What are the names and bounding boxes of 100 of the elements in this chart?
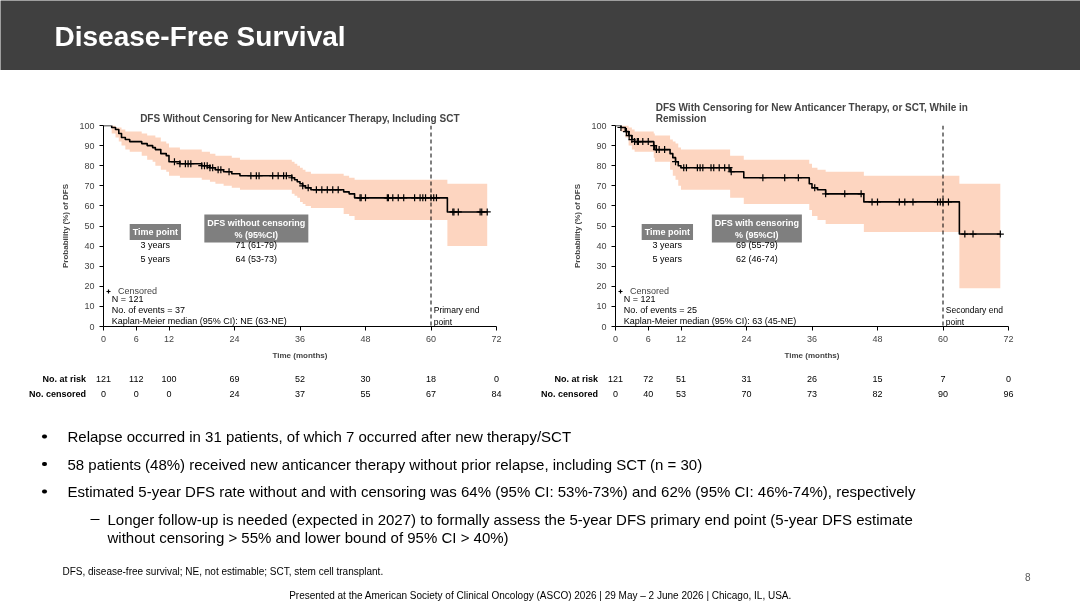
x-tick-label: 0 [613,333,619,344]
y-tick-label: 10 [596,301,607,312]
x-tick-label: 0 [101,333,107,344]
text: 0 [613,388,619,399]
y-tick-label: 100 [591,120,607,131]
text: 7 [940,373,946,384]
annotation: DFS without censoring % (95%CI) [207,217,306,240]
y-tick-label: 20 [84,281,95,292]
x-tick-label: 60 [425,333,437,344]
annotation: N = 121 [623,294,656,305]
y-tick-label: 100 [79,120,95,131]
annotation: 5 years [140,254,171,265]
text: 55 [360,388,371,399]
text: Longer follow-up is needed (expected in 2027) to formally assess the 5-year DFS primary end point (5-year DFS estimate without censoring > 55% and lower bound of 95% CI > 40%) [106,511,913,546]
annotation: 3 years [652,240,683,251]
x-tick-label: 60 [937,333,949,344]
text: 15 [872,373,883,384]
y-tick-label: 0 [89,321,95,332]
y-tick-label: 20 [596,281,607,292]
y-tick-label: 70 [84,180,95,191]
x-tick-label: 6 [133,333,139,344]
y-tick-label: 70 [596,180,607,191]
text: 53 [675,388,687,399]
text: 70 [741,388,752,399]
text: 58 patients (48%) received new anticancer therapy without prior relapse, including SCT (n = 30) [67,455,703,473]
text: Presented at the American Society of Clinical Oncology (ASCO) 2026 | 29 May – 2 June 2026 | Chicago, IL, USA. [289,590,792,601]
y-tick-label: 30 [596,261,607,272]
x-axis-title: Time (months) [272,350,328,360]
text: 67 [425,388,437,399]
text: 0 [1006,373,1012,384]
annotation: N = 121 [111,294,144,305]
text: 0 [133,388,139,399]
text: DFS, disease-free survival; NE, not estimable; SCT, stem cell transplant. [62,566,384,577]
annotation: Kaplan-Meier median (95% CI): NE (63-NE) [111,316,287,327]
annotation: 3 years [140,240,171,251]
y-tick-label: 50 [596,221,607,231]
annotation: 71 (61-79) [235,240,278,251]
ref-line-label: Secondary end point [945,305,1004,328]
x-tick-label: 72 [1003,333,1014,344]
annotation: Time point [644,227,691,238]
x-axis-title: Time (months) [784,350,840,360]
text: 69 [229,373,240,384]
text: 84 [491,388,502,399]
text: 30 [360,373,371,384]
annotation: Kaplan-Meier median (95% CI): 63 (45-NE) [623,316,797,327]
text: 0 [166,388,172,399]
annotation: DFS with censoring % (95%CI) [714,217,799,240]
chart-title: DFS Without Censoring for New Anticancer Therapy, Including SCT [140,112,460,124]
x-tick-label: 24 [741,333,752,344]
text: 73 [806,388,818,399]
text: 82 [872,388,883,399]
y-tick-label: 0 [601,321,607,332]
text: No. at risk [42,373,88,384]
y-tick-label: 60 [84,200,95,211]
text: 0 [494,373,500,384]
y-tick-label: 90 [84,140,95,151]
y-tick-label: 40 [596,241,607,252]
y-tick-label: 30 [84,261,95,272]
legend-label: Censored [630,286,670,296]
text: No. at risk [554,373,600,384]
x-tick-label: 36 [294,333,306,344]
text: 26 [806,373,818,384]
y-tick-label: 60 [596,200,607,211]
annotation: Time point [132,227,179,238]
x-tick-label: 24 [229,333,240,344]
annotation: 69 (55-79) [736,240,778,251]
annotation: No. of events = 25 [623,305,697,316]
y-tick-label: 50 [84,221,95,231]
text: 0 [101,388,107,399]
y-axis-title: Probability (%) of DFS [573,183,583,268]
text: 40 [643,388,654,399]
ref-line-label: Primary end point [433,305,480,328]
text: 8 [1024,571,1031,583]
legend-label: Censored [118,286,158,296]
x-tick-label: 6 [645,333,651,344]
text: No. censored [541,388,599,399]
text: Estimated 5-year DFS rate without and with censoring was 64% (95% CI: 53%-73%) and 62% (95% CI: 46%-74%), respectively [67,483,916,500]
text: 24 [229,388,240,399]
x-tick-label: 12 [675,333,687,344]
text: 100 [161,373,177,384]
x-tick-label: 48 [872,333,883,344]
text: No. censored [29,388,87,399]
y-axis-title: Probability (%) of DFS [61,183,71,268]
annotation: 62 (46-74) [736,254,778,265]
x-tick-label: 12 [163,333,175,344]
text: 37 [294,388,306,399]
text: 31 [741,373,752,384]
y-tick-label: 40 [84,241,95,252]
text: 18 [425,373,437,384]
text: 72 [643,373,654,384]
text: 96 [1003,388,1014,399]
text: 121 [607,373,624,384]
annotation: 64 (53-73) [235,254,278,265]
text: 52 [294,373,306,384]
annotation: No. of events = 37 [111,305,185,316]
y-tick-label: 80 [84,160,95,171]
text: 90 [937,388,949,399]
x-tick-label: 72 [491,333,502,344]
text: 121 [95,373,112,384]
chart-title: DFS With Censoring for New Anticancer Therapy, or SCT, While in Remission [655,101,968,124]
